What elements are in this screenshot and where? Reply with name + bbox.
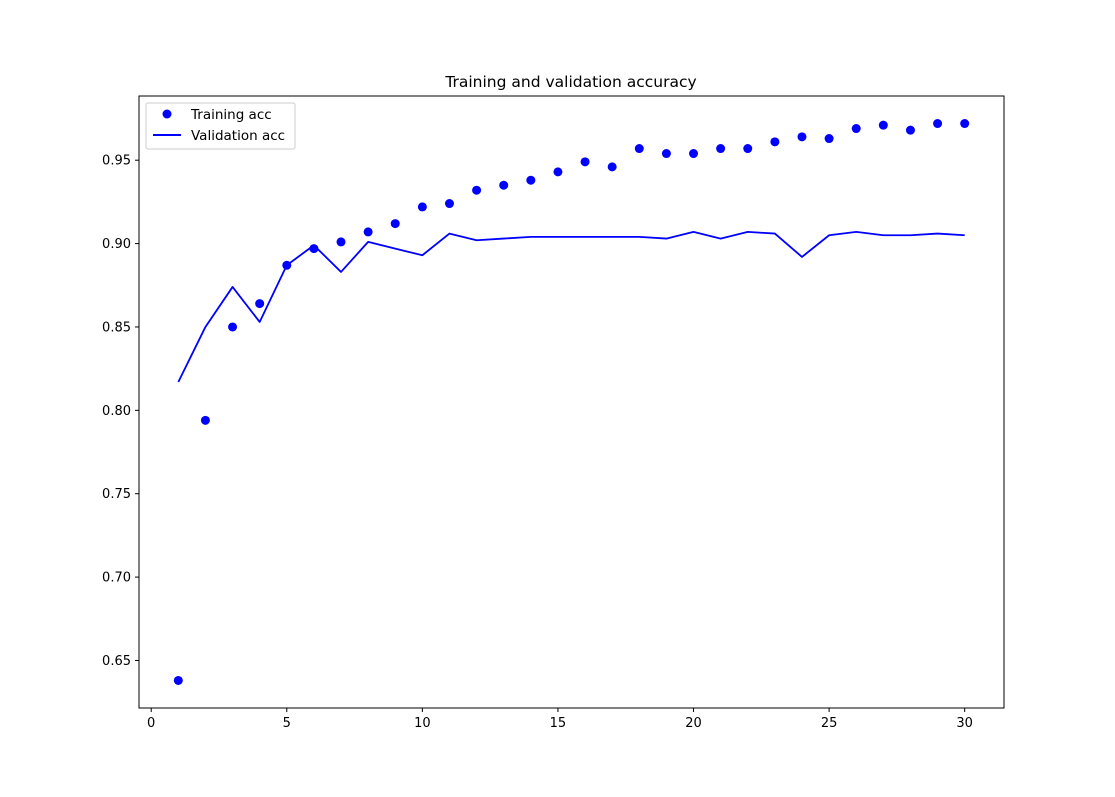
data-point-training (905, 125, 915, 135)
x-tick-label: 15 (550, 716, 567, 731)
data-point-training (553, 167, 563, 177)
x-tick-label: 20 (685, 716, 702, 731)
data-point-training (661, 149, 671, 159)
data-point-training (472, 185, 482, 195)
chart-title: Training and validation accuracy (444, 73, 696, 91)
data-point-training (228, 322, 238, 332)
y-tick-label: 0.80 (102, 404, 131, 419)
data-point-training (173, 675, 183, 685)
data-point-training (607, 162, 617, 172)
data-point-training (580, 157, 590, 167)
legend: Training acc Validation acc (145, 102, 296, 150)
data-point-training (390, 219, 400, 229)
data-point-training (336, 237, 346, 247)
x-tick-label: 10 (414, 716, 431, 731)
y-tick-label: 0.75 (102, 487, 131, 502)
data-point-training (499, 180, 509, 190)
y-axis: 0.65 0.70 0.75 0.80 0.85 0.90 0.95 (102, 154, 139, 669)
axes-frame (138, 95, 1005, 709)
data-point-training (634, 144, 644, 154)
data-point-training (797, 132, 807, 142)
data-point-training (960, 119, 970, 129)
data-point-training (309, 244, 319, 254)
y-tick-label: 0.95 (102, 154, 131, 169)
data-point-training (526, 175, 536, 185)
data-point-training (282, 260, 292, 270)
y-tick-label: 0.90 (102, 237, 131, 252)
x-tick-label: 25 (821, 716, 838, 731)
data-point-training (363, 227, 373, 237)
x-tick-label: 0 (147, 716, 155, 731)
data-point-training (933, 119, 943, 129)
legend-label-training: Training acc (190, 107, 272, 123)
legend-box (145, 102, 296, 150)
data-point-training (444, 199, 454, 209)
series-line-validation (177, 231, 965, 383)
y-tick-label: 0.85 (102, 320, 131, 335)
data-point-training (200, 415, 210, 425)
data-point-training (743, 144, 753, 154)
data-point-training (417, 202, 427, 212)
data-point-training (770, 137, 780, 147)
y-tick-label: 0.70 (102, 571, 131, 586)
legend-label-validation: Validation acc (191, 128, 285, 144)
data-point-training (824, 134, 834, 144)
plot-area (173, 119, 970, 685)
legend-marker-training (162, 109, 172, 119)
y-tick-label: 0.65 (102, 654, 131, 669)
data-point-training (878, 120, 888, 130)
data-point-training (689, 149, 699, 159)
x-axis: 0 5 10 15 20 25 30 (147, 708, 973, 731)
data-point-training (255, 299, 265, 309)
data-point-training (851, 124, 861, 134)
x-tick-label: 30 (956, 716, 973, 731)
x-tick-label: 5 (283, 716, 291, 731)
data-point-training (716, 144, 726, 154)
